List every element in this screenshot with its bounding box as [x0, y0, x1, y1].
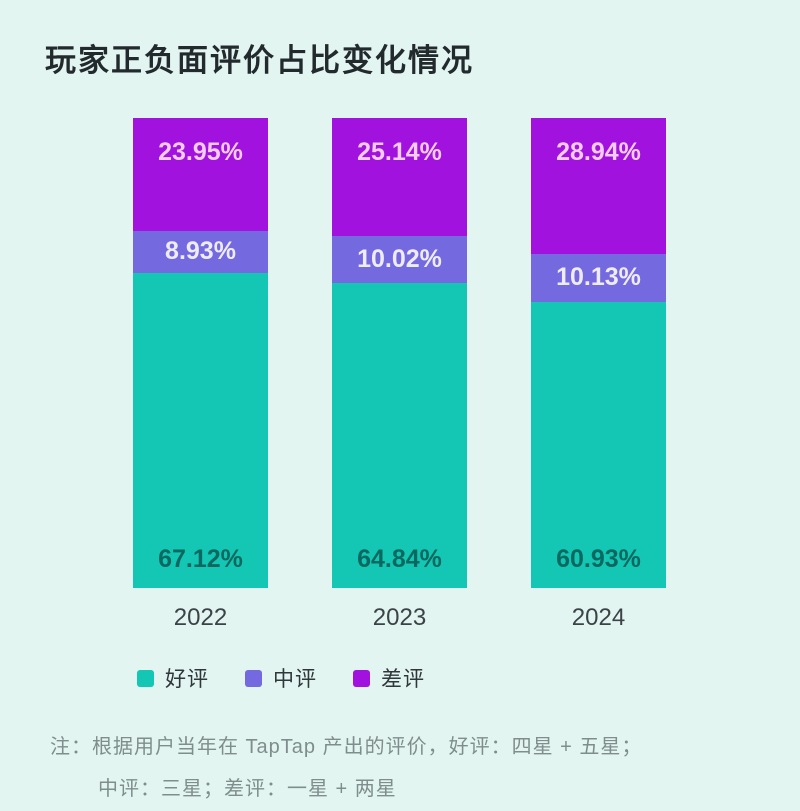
- bar-segment-中评-2023: 10.02%: [332, 236, 467, 284]
- segment-value-label: 67.12%: [158, 544, 243, 573]
- legend-label: 差评: [381, 668, 425, 691]
- segment-value-label: 10.13%: [556, 263, 641, 292]
- footnote-line-1: 注：根据用户当年在 TapTap 产出的评价，好评：四星 + 五星；: [50, 736, 643, 758]
- legend-item-neutral: 中评: [245, 663, 317, 693]
- positive-swatch-icon: [137, 669, 154, 687]
- negative-swatch-icon: [353, 669, 370, 687]
- segment-value-label: 10.02%: [357, 245, 442, 274]
- x-axis: 2022 2023 2024: [133, 604, 666, 632]
- bar-segment-中评-2024: 10.13%: [531, 254, 666, 302]
- stacked-bar-chart: 23.95% 8.93% 67.12% 25.14% 10.02% 64.84% 28.94…: [133, 118, 666, 588]
- x-axis-label-2023: 2023: [372, 604, 427, 631]
- bar-column-2023: 25.14% 10.02% 64.84%: [332, 118, 467, 588]
- bar-column-2024: 28.94% 10.13% 60.93%: [531, 118, 666, 588]
- bar-segment-差评-2023: 25.14%: [332, 118, 467, 237]
- legend-item-positive: 好评: [137, 663, 209, 693]
- bar-segment-中评-2022: 8.93%: [133, 230, 268, 273]
- segment-value-label: 23.95%: [158, 138, 243, 166]
- segment-value-label: 64.84%: [357, 544, 442, 573]
- legend-label: 中评: [273, 668, 317, 691]
- bar-segment-差评-2022: 23.95%: [133, 118, 268, 231]
- bar-segment-好评-2023: 64.84%: [332, 283, 467, 588]
- legend-label: 好评: [165, 668, 209, 691]
- segment-value-label: 8.93%: [165, 237, 236, 266]
- x-axis-label-2024: 2024: [571, 604, 626, 631]
- bar-segment-好评-2022: 67.12%: [133, 272, 268, 588]
- legend: 好评 中评 差评: [137, 663, 425, 693]
- segment-value-label: 25.14%: [357, 138, 442, 166]
- bar-column-2022: 23.95% 8.93% 67.12%: [133, 118, 268, 588]
- segment-value-label: 28.94%: [556, 138, 641, 166]
- legend-item-negative: 差评: [353, 663, 425, 693]
- neutral-swatch-icon: [245, 669, 262, 687]
- bar-segment-好评-2024: 60.93%: [531, 301, 666, 588]
- x-axis-label-2022: 2022: [173, 604, 228, 631]
- bar-segment-差评-2024: 28.94%: [531, 118, 666, 255]
- footnote-line-2: 中评：三星；差评：一星 + 两星: [98, 778, 397, 800]
- footnote: 注：根据用户当年在 TapTap 产出的评价，好评：四星 + 五星； 中评：三星…: [50, 726, 642, 810]
- segment-value-label: 60.93%: [556, 544, 641, 573]
- page-title: 玩家正负面评价占比变化情况: [45, 42, 474, 78]
